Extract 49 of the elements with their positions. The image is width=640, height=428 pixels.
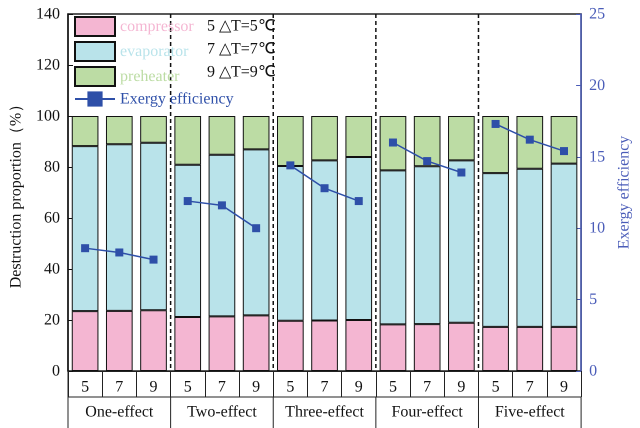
text: Five-effect xyxy=(494,404,566,420)
text: Two-effect xyxy=(187,404,258,420)
text: Four-effect xyxy=(391,404,464,420)
y-tick-label: 140 xyxy=(36,6,60,22)
y2-tick-label: 15 xyxy=(589,148,606,166)
legend-label: Exergy efficiency xyxy=(120,90,234,108)
text: Three-effect xyxy=(285,404,364,420)
x-tick-label: 9 xyxy=(150,378,158,396)
y-tick-label: 40 xyxy=(44,260,60,278)
y2-tick-label: 20 xyxy=(589,76,606,94)
x-tick-label: 9 xyxy=(457,378,466,396)
x-tick-label: 5 xyxy=(388,378,397,396)
point xyxy=(560,147,568,156)
annotation: 5 △T=5℃ xyxy=(207,18,276,34)
x-tick-label: 9 xyxy=(354,378,363,396)
point xyxy=(150,256,158,264)
point xyxy=(492,120,500,128)
y-tick-label: 0 xyxy=(52,362,60,380)
y2-tick-label: 25 xyxy=(589,6,606,22)
x-tick-label: 7 xyxy=(218,378,226,396)
y-axis-title: Destruction proportion（%） xyxy=(8,96,24,288)
annotation: 7 △T=7℃ xyxy=(207,40,276,58)
point xyxy=(526,136,534,144)
y2-tick-label: 10 xyxy=(589,220,606,237)
x-tick-label: 5 xyxy=(184,378,192,396)
text: One-effect xyxy=(85,404,154,420)
x-tick-label: 7 xyxy=(423,378,432,396)
y2-tick-label: 5 xyxy=(589,291,598,308)
y-tick-label: 20 xyxy=(44,312,60,328)
legend-label: compressor xyxy=(120,18,194,35)
y-tick-label: 100 xyxy=(36,108,60,124)
y2-axis-title: Exergy efficiency xyxy=(616,136,632,250)
legend-label: preheater xyxy=(120,68,180,85)
x-tick-label: 5 xyxy=(492,378,500,396)
x-tick-label: 7 xyxy=(115,378,124,396)
y-tick-label: 60 xyxy=(44,210,60,226)
x-tick-label: 5 xyxy=(81,378,90,396)
annotation: 9 △T=9℃ xyxy=(207,64,276,80)
y-tick-label: 80 xyxy=(44,158,60,176)
x-tick-label: 7 xyxy=(526,378,534,396)
y2-tick-label: 0 xyxy=(589,362,598,380)
point xyxy=(81,244,90,252)
legend-label: evaporator xyxy=(120,43,190,60)
x-tick-label: 5 xyxy=(286,378,294,396)
y-tick-label: 120 xyxy=(36,56,60,74)
x-tick-label: 9 xyxy=(252,378,260,396)
x-tick-label: 9 xyxy=(560,378,568,396)
point xyxy=(115,248,124,256)
x-tick-label: 7 xyxy=(320,378,329,396)
